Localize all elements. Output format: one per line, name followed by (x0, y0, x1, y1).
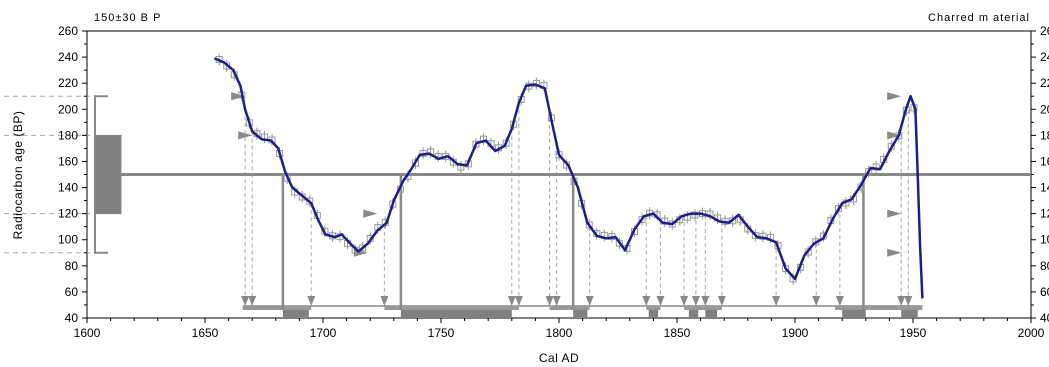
y-tick-label-right-220: 220 (1040, 76, 1049, 90)
x-axis-title: Cal AD (539, 351, 579, 365)
y-tick-label-right-200: 200 (1040, 102, 1049, 116)
drop-arrow-9 (642, 296, 651, 306)
y-tick-label-200: 200 (58, 102, 78, 116)
drop-arrow-11 (680, 296, 689, 306)
dashed-lines (0, 92, 913, 306)
x-tick-label-1950: 1950 (900, 326, 927, 340)
x-axis: 1600 1650 1700 1750 1800 1850 1900 1950 2000 (74, 318, 1045, 340)
drop-arrow-15 (772, 296, 781, 306)
range-95-0 (242, 306, 312, 310)
level-arrow-right-210 (887, 92, 902, 101)
range-95-3 (646, 306, 661, 310)
drop-arrow-12 (691, 296, 700, 306)
drop-arrow-13 (701, 296, 710, 306)
y-tick-label-180: 180 (58, 128, 78, 142)
drop-arrow-0 (241, 296, 250, 306)
drop-arrow-19 (904, 296, 913, 306)
sample-age-label: 150±30 B P (94, 12, 161, 24)
x-tick-label-1850: 1850 (664, 326, 691, 340)
range-68-6 (842, 310, 866, 317)
level-arrow-right-120 (887, 209, 902, 218)
range-95-5 (835, 306, 923, 310)
range-68-5 (705, 310, 718, 317)
drop-arrow-3 (380, 296, 389, 306)
level-arrow-210 (231, 92, 246, 101)
drop-arrow-2 (307, 296, 316, 306)
range-68-3 (648, 310, 659, 317)
y-tick-label-240: 240 (58, 50, 78, 64)
curve-markers (215, 53, 918, 285)
y-tick-label-260: 260 (58, 24, 78, 38)
drop-arrow-10 (656, 296, 665, 306)
drop-arrow-8 (585, 296, 594, 306)
range-68-4 (688, 310, 699, 317)
x-tick-label-1600: 1600 (74, 326, 101, 340)
level-arrow-right-90 (887, 248, 902, 257)
y-tick-label-right-100: 100 (1040, 233, 1049, 247)
x-tick-label-1750: 1750 (428, 326, 455, 340)
y-tick-label-120: 120 (58, 207, 78, 221)
calibration-curve (213, 57, 924, 299)
sample-68-box (94, 134, 122, 215)
y-tick-label-right-160: 160 (1040, 154, 1049, 168)
drop-arrow-1 (248, 296, 257, 306)
y-tick-label-40: 40 (65, 311, 79, 325)
range-68-0 (282, 310, 309, 317)
y-tick-label-160: 160 (58, 154, 78, 168)
range-bars (242, 305, 923, 317)
y-tick-label-right-240: 240 (1040, 50, 1049, 64)
y-tick-label-right-80: 80 (1040, 259, 1049, 273)
y-axis-title: Radiocarbon age (BP) (11, 111, 25, 240)
x-tick-label-1800: 1800 (546, 326, 573, 340)
drop-arrow-4 (507, 296, 516, 306)
calibration-curve-group (213, 57, 924, 299)
vertical-drops (281, 174, 865, 310)
y-tick-label-right-60: 60 (1040, 285, 1049, 299)
drop-arrow-14 (717, 296, 726, 306)
level-arrow-right-180 (887, 131, 902, 140)
drop-arrow-16 (812, 296, 821, 306)
range-95-1 (384, 306, 519, 310)
range-68-1 (400, 310, 512, 317)
drop-arrow-17 (835, 296, 844, 306)
material-label: Charred m aterial (928, 12, 1030, 24)
x-tick-label-2000: 2000 (1018, 326, 1045, 340)
drop-arrow-7 (552, 296, 561, 306)
range-68-7 (901, 310, 918, 317)
x-tick-label-1900: 1900 (782, 326, 809, 340)
range-95-2 (549, 306, 590, 310)
y-tick-label-60: 60 (65, 285, 79, 299)
y-tick-label-80: 80 (65, 259, 79, 273)
drop-arrow-5 (514, 296, 523, 306)
y-tick-label-right-40: 40 (1040, 311, 1049, 325)
level-arrow-180 (238, 131, 253, 140)
y-tick-label-220: 220 (58, 76, 78, 90)
level-arrow-120 (363, 209, 378, 218)
y-tick-label-right-140: 140 (1040, 181, 1049, 195)
x-tick-label-1700: 1700 (310, 326, 337, 340)
range-68-2 (573, 310, 588, 317)
y-tick-label-100: 100 (58, 233, 78, 247)
drop-arrow-18 (897, 296, 906, 306)
y-tick-label-140: 140 (58, 181, 78, 195)
y-tick-label-right-180: 180 (1040, 128, 1049, 142)
y-tick-label-right-260: 260 (1040, 24, 1049, 38)
x-tick-label-1650: 1650 (192, 326, 219, 340)
range-95-4 (684, 306, 722, 310)
y-tick-label-right-120: 120 (1040, 207, 1049, 221)
y-axis: 40 40 60 60 80 80 100 100 120 120 140 140 160 160 180 1… (58, 24, 1049, 325)
drop-arrow-6 (545, 296, 554, 306)
sample-distribution (94, 95, 1031, 254)
